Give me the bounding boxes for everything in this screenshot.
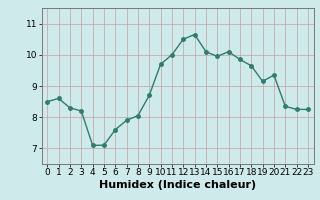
X-axis label: Humidex (Indice chaleur): Humidex (Indice chaleur) [99, 180, 256, 190]
